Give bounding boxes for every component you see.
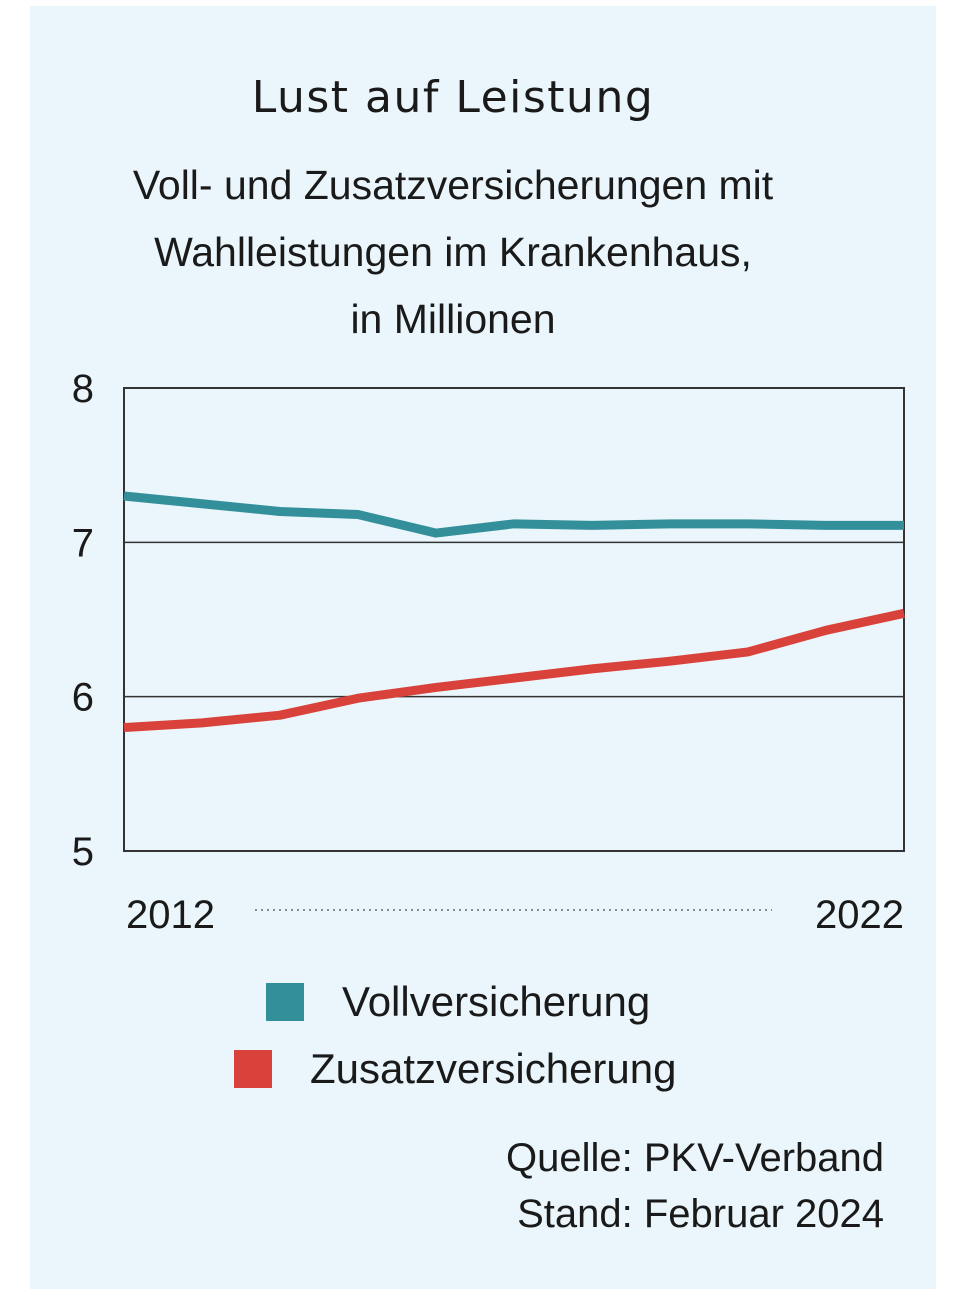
plot-frame [123, 387, 905, 852]
legend-swatch-vollversicherung [266, 983, 304, 1021]
y-tick-label-6: 6 [72, 676, 94, 720]
x-tick-label-end: 2022 [815, 893, 904, 937]
legend-label-zusatzversicherung: Zusatzversicherung [310, 1045, 677, 1092]
y-tick-label-7: 7 [72, 521, 94, 565]
y-tick-label-5: 5 [72, 830, 94, 874]
chart-subtitle-line-2: Wahlleistungen im Krankenhaus, [154, 229, 752, 275]
date-line: Stand: Februar 2024 [517, 1192, 884, 1236]
legend-label-vollversicherung: Vollversicherung [342, 978, 651, 1025]
legend-item-zusatzversicherung: Zusatzversicherung [234, 1045, 677, 1093]
x-tick-label-start: 2012 [126, 893, 215, 937]
legend-item-vollversicherung: Vollversicherung [266, 978, 650, 1026]
chart-subtitle-line-1: Voll- und Zusatzversicherungen mit [132, 162, 774, 208]
series-line-zusatzversicherung [123, 608, 905, 733]
chart-title: Lust auf Leistung [251, 72, 655, 123]
series-line-vollversicherung [123, 491, 904, 538]
chart-panel [30, 6, 936, 1289]
y-tick-label-8: 8 [72, 367, 94, 411]
source-line: Quelle: PKV-Verband [505, 1136, 884, 1180]
chart-subtitle-line-3: in Millionen [350, 296, 556, 342]
legend-swatch-zusatzversicherung [234, 1050, 272, 1088]
